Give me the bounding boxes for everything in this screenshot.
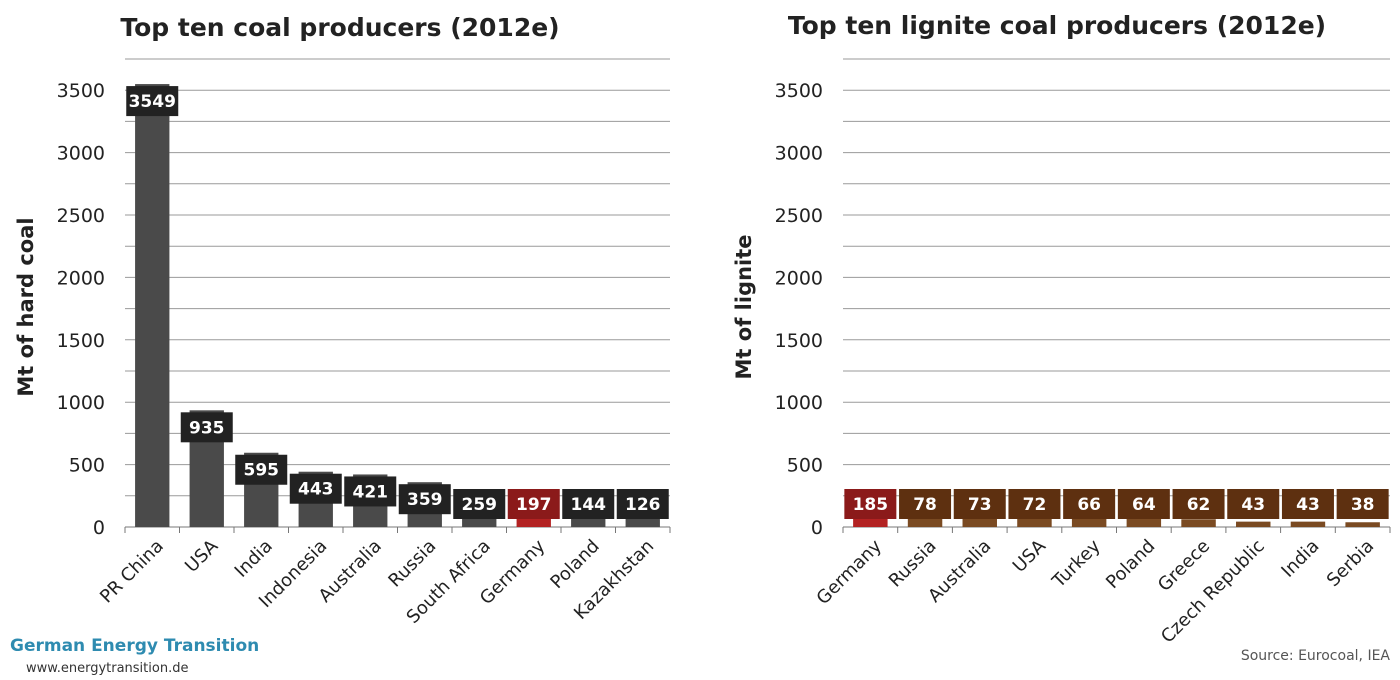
lignite-category-label: Turkey (1048, 535, 1105, 592)
lignite-data-label-box (1172, 489, 1225, 519)
lignite-data-label: 64 (1132, 495, 1156, 515)
lignite-data-label-box (953, 489, 1006, 519)
lignite-data-label: 73 (968, 495, 992, 515)
lignite-bar (1181, 519, 1216, 527)
hard-coal-data-label-box (507, 489, 560, 519)
hard-coal-y-tick-label: 2000 (57, 267, 105, 289)
lignite-y-tick-label: 500 (787, 455, 823, 477)
lignite-category-label: USA (1009, 535, 1051, 577)
hard-coal-y-tick-label: 2500 (57, 205, 105, 227)
hard-coal-data-label-box (289, 473, 342, 504)
lignite-y-tick-label: 3500 (775, 80, 823, 102)
lignite-bar (1126, 519, 1162, 527)
lignite-bar (1290, 521, 1326, 527)
lignite-category-label: Serbia (1323, 536, 1378, 591)
lignite-category-label: Czech Republic (1157, 536, 1269, 648)
hard-coal-y-tick-label: 3500 (57, 80, 105, 102)
hard-coal-chart-title: Top ten coal producers (2012e) (120, 13, 559, 42)
hard-coal-category-label: USA (181, 535, 223, 577)
lignite-data-label-box (1063, 489, 1116, 519)
lignite-data-label-box (1227, 489, 1280, 519)
hard-coal-data-label: 144 (571, 495, 607, 515)
lignite-y-tick-label: 3000 (775, 143, 823, 165)
lignite-data-label: 43 (1241, 495, 1265, 515)
lignite-data-label: 72 (1023, 495, 1047, 515)
lignite-category-label: Germany (813, 535, 887, 609)
hard-coal-data-label: 359 (407, 490, 443, 510)
lignite-data-label-box (844, 489, 897, 519)
lignite-data-label-box (1008, 489, 1061, 519)
hard-coal-data-label-box (344, 476, 397, 507)
lignite-category-label: Poland (1102, 536, 1159, 593)
hard-coal-data-label: 126 (625, 495, 661, 515)
lignite-data-label: 185 (853, 495, 889, 515)
hard-coal-category-label: PR China (96, 536, 168, 608)
lignite-data-label-box (1281, 489, 1334, 519)
hard-coal-y-tick-label: 3000 (57, 143, 105, 165)
lignite-data-label: 62 (1187, 495, 1211, 515)
lignite-data-label: 38 (1351, 495, 1375, 515)
hard-coal-data-label: 443 (298, 480, 334, 500)
lignite-bar (1236, 521, 1271, 527)
brand-name: German Energy Transition (10, 636, 260, 656)
hard-coal-data-label-box (126, 86, 179, 117)
hard-coal-data-label: 259 (462, 495, 498, 515)
lignite-data-label: 78 (913, 495, 937, 515)
hard-coal-data-label-box (235, 454, 288, 485)
lignite-data-label-box (1336, 489, 1389, 519)
lignite-bar (1345, 522, 1380, 527)
hard-coal-bar (135, 84, 170, 527)
hard-coal-category-label: India (231, 536, 277, 582)
lignite-y-tick-label: 1500 (775, 330, 823, 352)
lignite-y-tick-label: 0 (811, 517, 823, 539)
lignite-y-tick-label: 1000 (775, 392, 823, 414)
lignite-category-label: India (1277, 536, 1323, 582)
hard-coal-y-tick-label: 1500 (57, 330, 105, 352)
hard-coal-data-label: 3549 (129, 92, 176, 112)
hard-coal-data-label: 197 (516, 495, 552, 515)
hard-coal-data-label-box (453, 489, 506, 519)
lignite-data-label: 43 (1296, 495, 1320, 515)
hard-coal-data-label: 935 (189, 418, 225, 438)
lignite-data-label: 66 (1077, 495, 1101, 515)
hard-coal-data-label-box (398, 484, 451, 515)
lignite-data-label-box (1117, 489, 1170, 519)
hard-coal-data-label-box (616, 489, 669, 519)
source-note: Source: Eurocoal, IEA (1240, 648, 1390, 664)
brand-url[interactable]: www.energytransition.de (26, 661, 189, 676)
hard-coal-data-label: 595 (244, 461, 280, 481)
lignite-bar (962, 517, 997, 527)
hard-coal-y-tick-label: 0 (93, 517, 105, 539)
lignite-bar (907, 517, 943, 527)
lignite-y-tick-label: 2500 (775, 205, 823, 227)
lignite-y-axis-label: Mt of lignite (732, 235, 756, 380)
hard-coal-y-tick-label: 1000 (57, 392, 105, 414)
hard-coal-y-axis-label: Mt of hard coal (14, 217, 38, 396)
hard-coal-data-label-box (562, 489, 615, 519)
lignite-bar (1071, 518, 1107, 527)
lignite-bar (1017, 518, 1052, 527)
lignite-y-tick-label: 2000 (775, 267, 823, 289)
hard-coal-y-tick-label: 500 (69, 455, 105, 477)
lignite-data-label-box (899, 489, 952, 519)
lignite-chart-title: Top ten lignite coal producers (2012e) (788, 11, 1326, 40)
hard-coal-data-label: 421 (353, 482, 389, 502)
hard-coal-data-label-box (180, 412, 233, 443)
